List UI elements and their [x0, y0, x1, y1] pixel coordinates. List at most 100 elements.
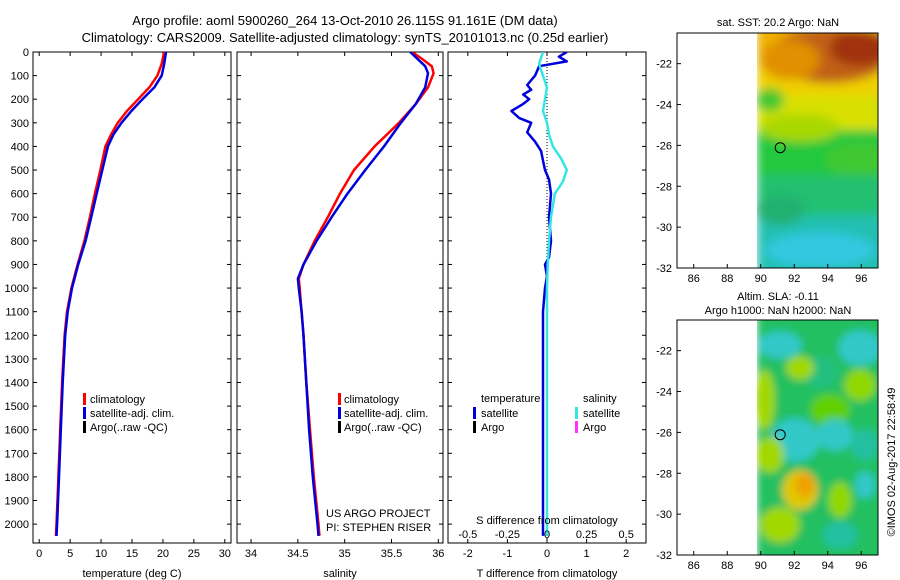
sla-map-title-2: Argo h1000: NaN h2000: NaN	[705, 305, 852, 317]
sst-map-frame	[676, 32, 879, 269]
x-tick-label: 15	[126, 548, 138, 560]
lon-tick-label: 86	[688, 560, 700, 572]
lon-tick-label: 88	[721, 273, 733, 285]
x-tick-label: -2	[463, 548, 473, 560]
depth-tick-label: 700	[11, 212, 29, 224]
depth-tick-label: 1400	[5, 377, 29, 389]
lon-tick-label: 96	[855, 273, 867, 285]
s-difference-label: S difference from climatology	[476, 515, 618, 527]
x-tick-label: 34	[245, 548, 257, 560]
depth-tick-label: 2000	[5, 519, 29, 531]
lon-tick-label: 90	[755, 273, 767, 285]
s-diff-tick-label: 0.25	[576, 529, 597, 541]
credit-text: US ARGO PROJECT	[326, 508, 431, 520]
lat-tick-label: -24	[656, 100, 672, 112]
legend-label-argo: Argo(..raw -QC)	[90, 422, 168, 434]
depth-tick-label: 1800	[5, 472, 29, 484]
difference-legend: temperature satellite Argo salinity sate…	[473, 393, 620, 434]
legend-swatch-climatology	[338, 393, 341, 405]
depth-tick-label: 600	[11, 189, 29, 201]
x-tick-label: 25	[188, 548, 200, 560]
lat-tick-label: -32	[656, 263, 672, 275]
legend-swatch-s-argo	[575, 421, 578, 433]
salinity-axes-box	[236, 51, 444, 544]
x-tick-label: 20	[157, 548, 169, 560]
temperature-panel: 0100200300400500600700800900100011001200…	[5, 47, 232, 580]
salinity-xlabel: salinity	[323, 568, 357, 580]
x-tick-label: 35.5	[381, 548, 402, 560]
x-tick-label: 1	[584, 548, 590, 560]
salinity-legend: climatology satellite-adj. clim. Argo(..…	[338, 393, 428, 434]
legend-label-climatology: climatology	[90, 394, 146, 406]
lon-tick-label: 90	[755, 560, 767, 572]
depth-tick-label: 400	[11, 141, 29, 153]
legend-swatch-satellite	[338, 407, 341, 419]
lon-tick-label: 86	[688, 273, 700, 285]
title-line-2: Climatology: CARS2009. Satellite-adjuste…	[82, 30, 609, 45]
title-line-1: Argo profile: aoml 5900260_264 13-Oct-20…	[132, 13, 557, 28]
depth-tick-label: 1000	[5, 283, 29, 295]
legend-label-satellite: satellite-adj. clim.	[90, 408, 174, 420]
sst-heatmap	[755, 33, 878, 268]
lat-tick-label: -30	[656, 222, 672, 234]
lat-tick-label: -22	[656, 346, 672, 358]
depth-tick-label: 1300	[5, 354, 29, 366]
legend-swatch-t-argo	[473, 421, 476, 433]
legend-swatch-argo	[83, 421, 86, 433]
sla-map-title-1: Altim. SLA: -0.11	[737, 291, 819, 303]
x-tick-label: 30	[219, 548, 231, 560]
s-diff-tick-label: -0.5	[458, 529, 477, 541]
sla-heatmap	[755, 320, 878, 555]
legend-swatch-s-satellite	[575, 407, 578, 419]
lat-tick-label: -24	[656, 387, 672, 399]
depth-tick-label: 1100	[5, 307, 29, 319]
argo-float-position-marker	[774, 142, 786, 154]
depth-tick-label: 1500	[5, 401, 29, 413]
depth-tick-label: 0	[23, 47, 29, 59]
argo-float-position-marker	[774, 429, 786, 441]
legend-swatch-argo	[338, 421, 341, 433]
depth-tick-label: 800	[11, 236, 29, 248]
x-tick-label: 0	[36, 548, 42, 560]
x-tick-label: 10	[95, 548, 107, 560]
s-diff-tick-label: -0.25	[495, 529, 520, 541]
s-diff-tick-label: 0	[544, 529, 550, 541]
lat-tick-label: -26	[656, 140, 672, 152]
depth-tick-label: 1700	[5, 448, 29, 460]
legend-label-satellite: satellite-adj. clim.	[344, 408, 428, 420]
x-tick-label: 0	[544, 548, 550, 560]
lat-tick-label: -28	[656, 181, 672, 193]
depth-tick-label: 100	[11, 71, 29, 83]
sla-map-frame	[676, 319, 879, 556]
lat-tick-label: -22	[656, 59, 672, 71]
sst-map-title: sat. SST: 20.2 Argo: NaN	[717, 17, 839, 29]
lon-tick-label: 88	[721, 560, 733, 572]
pi-text: PI: STEPHEN RISER	[326, 522, 431, 534]
depth-tick-label: 1200	[5, 330, 29, 342]
x-tick-label: 2	[623, 548, 629, 560]
legend-label-argo: Argo(..raw -QC)	[344, 422, 422, 434]
series-line-salinity-satellite	[537, 52, 569, 536]
imos-timestamp: ©IMOS 02-Aug-2017 22:58:49	[886, 388, 898, 537]
legend-temperature-heading: temperature	[481, 393, 540, 405]
depth-tick-label: 1600	[5, 425, 29, 437]
lat-tick-label: -28	[656, 468, 672, 480]
series-line-satellite-adj-clim-	[296, 52, 430, 537]
legend-label-t-argo: Argo	[481, 422, 504, 434]
depth-tick-label: 300	[11, 118, 29, 130]
sst-map-panel: sat. SST: 20.2 Argo: NaN 86 88 9	[656, 17, 879, 285]
lat-tick-label: -30	[656, 509, 672, 521]
sla-map-panel: Altim. SLA: -0.11 Argo h1000: NaN h2000:…	[656, 291, 879, 572]
x-tick-label: 34.5	[287, 548, 308, 560]
legend-label-t-satellite: satellite	[481, 408, 518, 420]
s-diff-tick-label: 0.5	[619, 529, 634, 541]
temperature-xlabel: temperature (deg C)	[82, 568, 181, 580]
lon-tick-label: 92	[788, 273, 800, 285]
t-difference-label: T difference from climatology	[477, 568, 618, 580]
legend-swatch-t-satellite	[473, 407, 476, 419]
x-tick-label: 5	[67, 548, 73, 560]
legend-salinity-heading: salinity	[583, 393, 617, 405]
legend-label-s-satellite: satellite	[583, 408, 620, 420]
lon-tick-label: 94	[822, 560, 834, 572]
